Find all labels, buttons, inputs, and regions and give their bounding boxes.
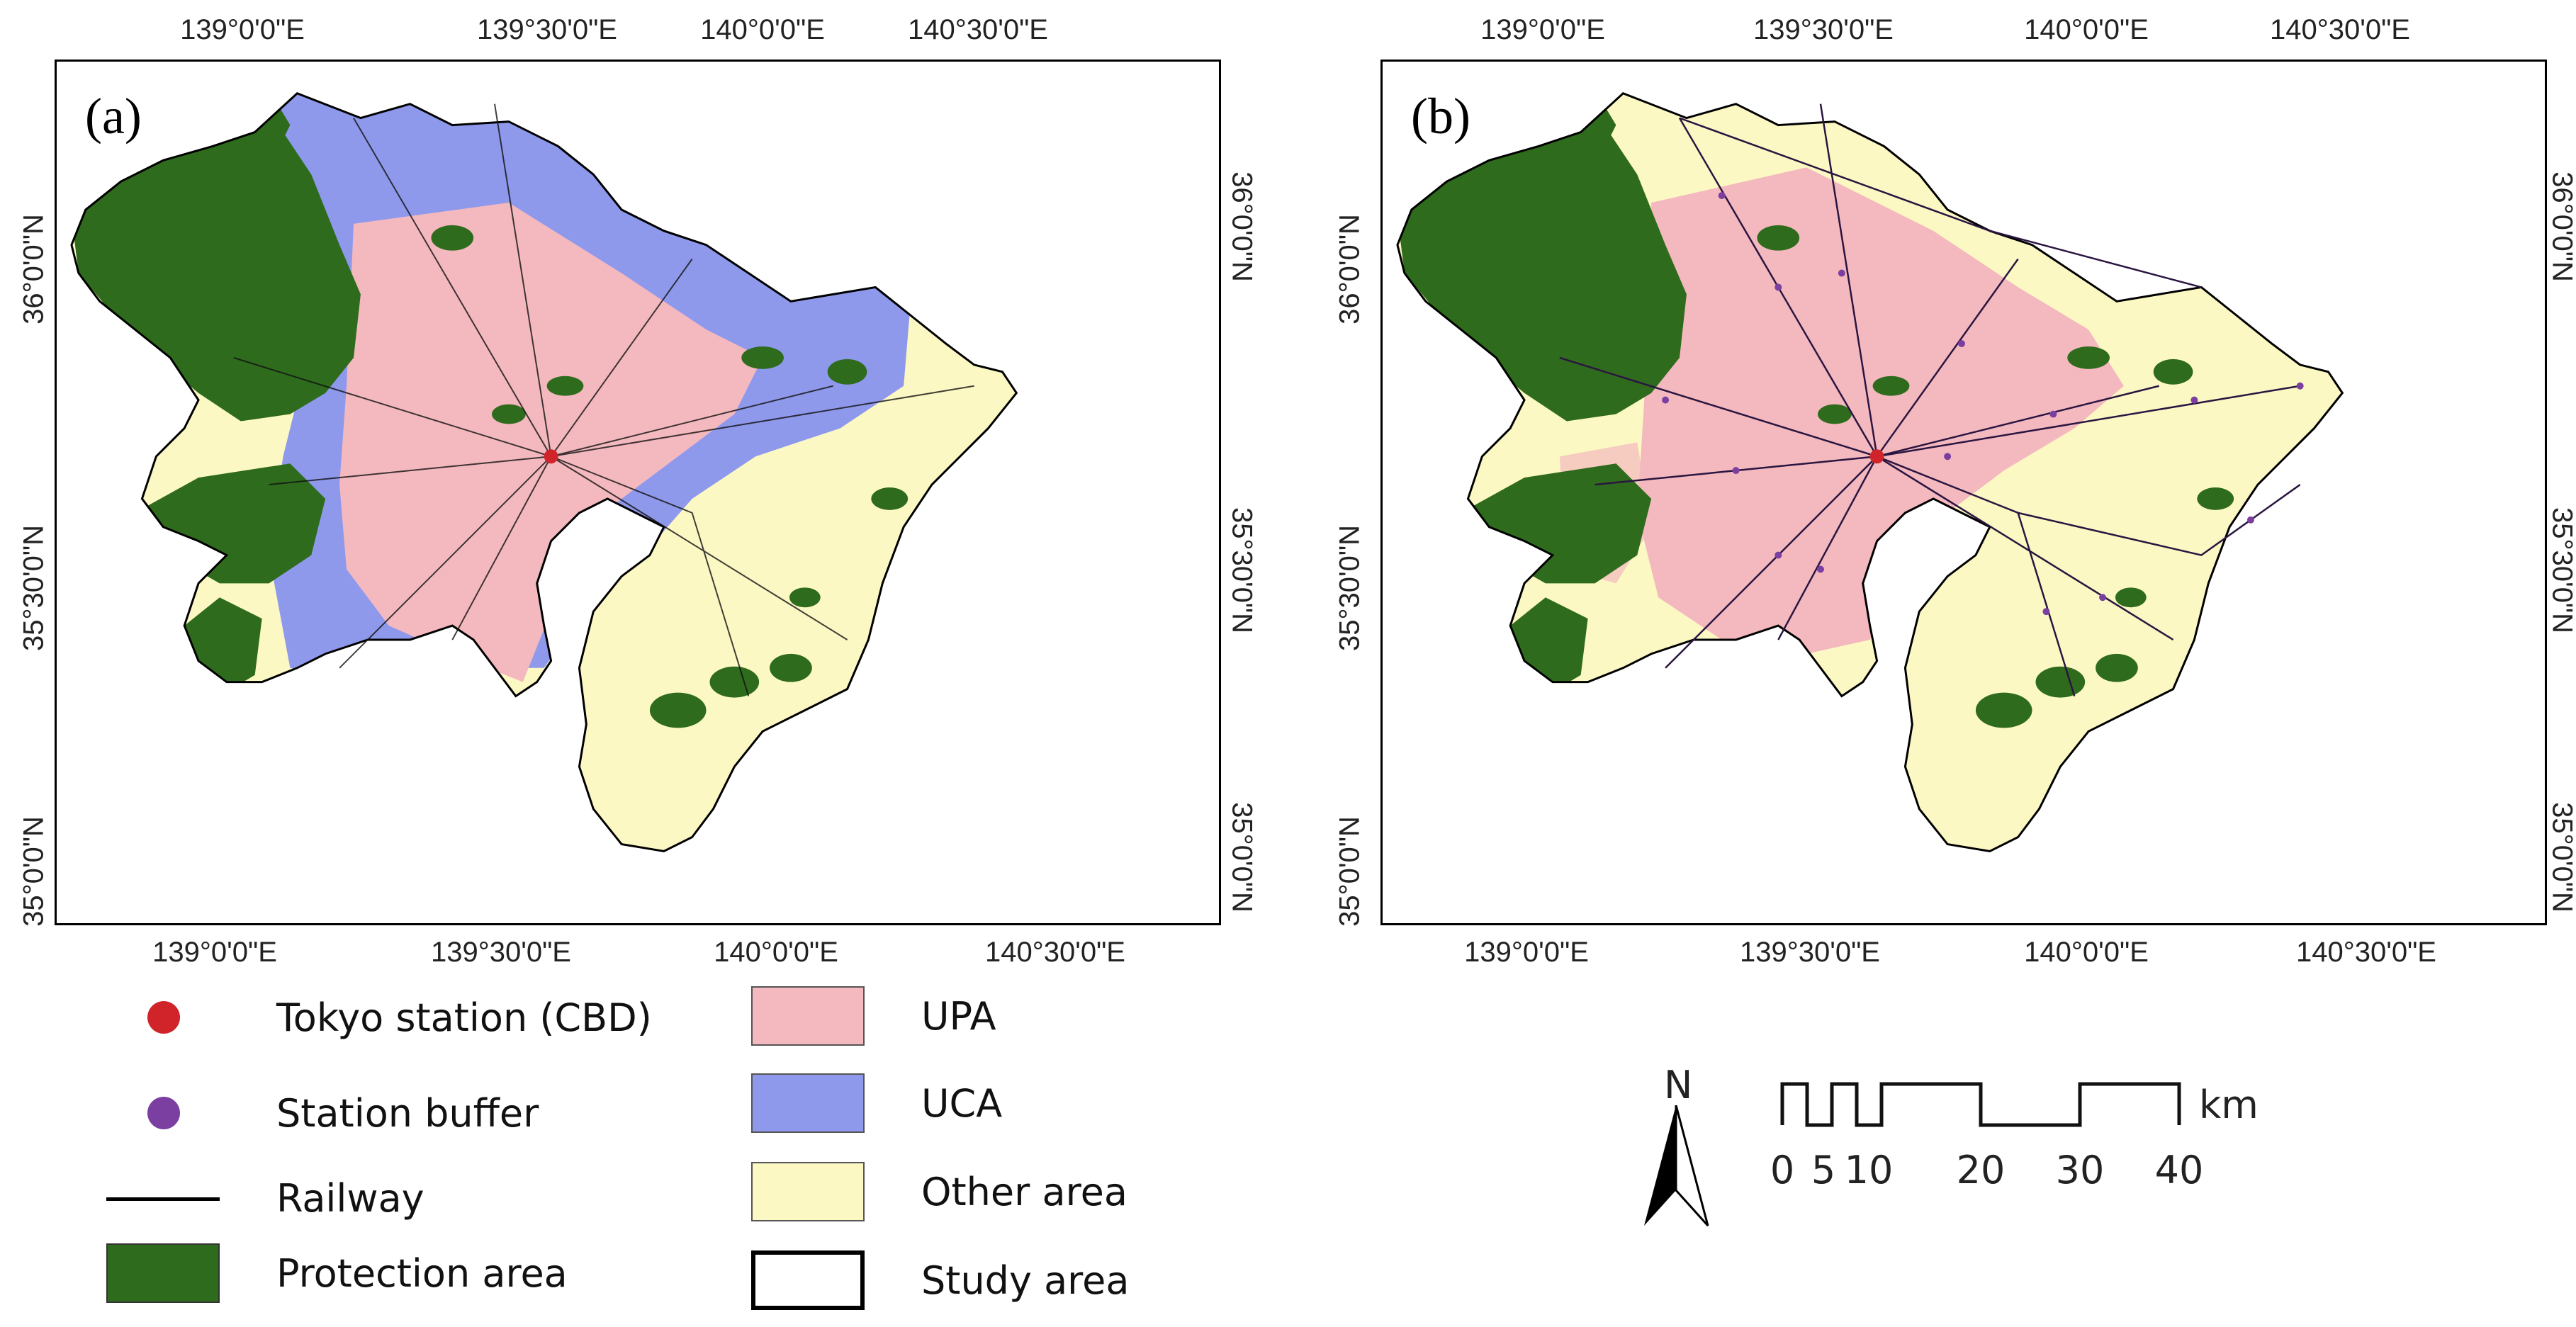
legend-study-area: Study area bbox=[751, 1250, 1130, 1310]
legend-upa-label: UPA bbox=[921, 993, 996, 1039]
lat-tick-right-b-1: 36°0'0"N bbox=[2546, 171, 2576, 282]
station-buffer-dot-icon bbox=[106, 1092, 220, 1135]
legend-other-area: Other area bbox=[751, 1162, 1127, 1221]
lat-tick-right-b-3: 35°0'0"N bbox=[2546, 802, 2576, 913]
map-b-svg bbox=[1383, 62, 2544, 923]
scale-label-0: 0 bbox=[1770, 1148, 1795, 1192]
north-arrow-icon bbox=[1644, 1105, 1709, 1227]
lon-tick-top-b-1: 139°0'0"E bbox=[1480, 14, 1605, 45]
railway-line-icon bbox=[106, 1178, 220, 1220]
legend-uca-label: UCA bbox=[921, 1080, 1003, 1126]
lon-tick-bottom-b-1: 139°0'0"E bbox=[1464, 937, 1589, 968]
lat-tick-right-a-2: 35°30'0"N bbox=[1226, 507, 1258, 633]
protection-area-swatch bbox=[106, 1243, 220, 1303]
lat-tick-left-a-1: 36°0'0"N bbox=[18, 214, 50, 324]
lon-tick-top-a-1: 139°0'0"E bbox=[180, 14, 305, 45]
scale-label-20: 20 bbox=[1956, 1148, 2006, 1192]
lat-tick-left-b-2: 35°30'0"N bbox=[1334, 525, 1366, 651]
tokyo-station-marker-a bbox=[544, 449, 558, 464]
lat-tick-left-b-3: 35°0'0"N bbox=[1334, 816, 1366, 927]
lon-tick-bottom-a-4: 140°30'0"E bbox=[985, 937, 1125, 968]
legend-study-area-label: Study area bbox=[921, 1258, 1130, 1303]
legend-railway: Railway bbox=[106, 1176, 424, 1221]
lon-tick-top-b-4: 140°30'0"E bbox=[2270, 14, 2410, 45]
lat-tick-right-a-1: 36°0'0"N bbox=[1226, 171, 1258, 282]
scale-label-40: 40 bbox=[2154, 1148, 2204, 1192]
lat-tick-left-a-3: 35°0'0"N bbox=[18, 816, 50, 927]
legend-station-buffer-label: Station buffer bbox=[276, 1091, 539, 1136]
scale-label-30: 30 bbox=[2055, 1148, 2105, 1192]
north-arrow: N bbox=[1644, 1063, 1729, 1233]
scale-label-5: 5 bbox=[1811, 1148, 1836, 1192]
legend-protection-area: Protection area bbox=[106, 1243, 568, 1303]
lon-tick-bottom-a-1: 139°0'0"E bbox=[152, 937, 277, 968]
lat-tick-right-b-2: 35°30'0"N bbox=[2546, 507, 2576, 633]
legend-other-area-label: Other area bbox=[921, 1169, 1127, 1214]
legend-upa: UPA bbox=[751, 986, 996, 1046]
other-area-swatch bbox=[751, 1162, 865, 1221]
scale-bar-graphic bbox=[1780, 1082, 2181, 1127]
lat-tick-left-b-1: 36°0'0"N bbox=[1334, 214, 1366, 324]
tokyo-station-dot-icon bbox=[106, 997, 220, 1039]
scale-label-10: 10 bbox=[1844, 1148, 1894, 1192]
legend-tokyo-station-label: Tokyo station (CBD) bbox=[276, 995, 652, 1040]
lon-tick-top-b-2: 139°30'0"E bbox=[1753, 14, 1894, 45]
legend-station-buffer: Station buffer bbox=[106, 1091, 539, 1136]
lat-tick-right-a-3: 35°0'0"N bbox=[1226, 802, 1258, 913]
map-a-svg bbox=[57, 62, 1218, 923]
legend-tokyo-station: Tokyo station (CBD) bbox=[106, 995, 652, 1040]
scale-bar: km 0 5 10 20 30 40 bbox=[1655, 1063, 2259, 1247]
north-arrow-label: N bbox=[1664, 1063, 1693, 1107]
upa-swatch bbox=[751, 986, 865, 1046]
lon-tick-bottom-a-3: 140°0'0"E bbox=[714, 937, 838, 968]
lat-tick-left-a-2: 35°30'0"N bbox=[18, 525, 50, 651]
lon-tick-bottom-b-3: 140°0'0"E bbox=[2024, 937, 2149, 968]
legend-uca: UCA bbox=[751, 1073, 1002, 1133]
panel-label-a: (a) bbox=[85, 88, 142, 145]
lon-tick-bottom-b-2: 139°30'0"E bbox=[1740, 937, 1880, 968]
lon-tick-top-a-2: 139°30'0"E bbox=[477, 14, 617, 45]
tokyo-station-marker-b bbox=[1869, 449, 1884, 464]
legend-protection-area-label: Protection area bbox=[276, 1250, 568, 1296]
legend-railway-label: Railway bbox=[276, 1176, 424, 1221]
map-panel-b: (b) bbox=[1380, 60, 2547, 925]
lon-tick-top-a-4: 140°30'0"E bbox=[908, 14, 1048, 45]
study-area-swatch bbox=[751, 1250, 865, 1310]
lon-tick-top-a-3: 140°0'0"E bbox=[700, 14, 825, 45]
uca-swatch bbox=[751, 1073, 865, 1133]
map-panel-a: (a) bbox=[55, 60, 1221, 925]
panel-label-b: (b) bbox=[1411, 88, 1470, 145]
scale-bar-unit: km bbox=[2199, 1083, 2259, 1127]
lon-tick-bottom-b-4: 140°30'0"E bbox=[2296, 937, 2436, 968]
lon-tick-bottom-a-2: 139°30'0"E bbox=[431, 937, 571, 968]
lon-tick-top-b-3: 140°0'0"E bbox=[2024, 14, 2149, 45]
